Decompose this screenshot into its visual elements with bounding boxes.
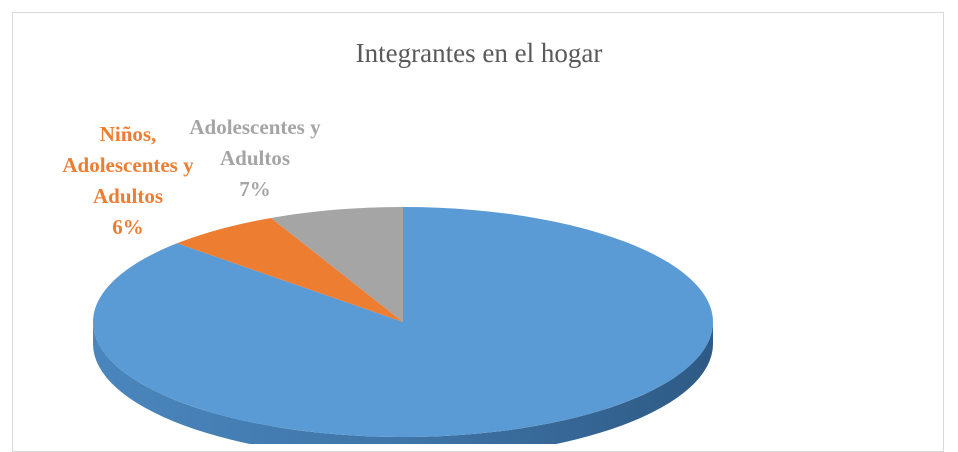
- pie-slice: [271, 207, 403, 322]
- slice-value: 7%: [239, 177, 271, 201]
- slice-value: 6%: [112, 215, 144, 239]
- pie-slice: [92, 207, 713, 437]
- chart-title: Integrantes en el hogar: [355, 38, 603, 68]
- slice-label: Niños, Adolescentes y Adultos 6%: [53, 119, 203, 243]
- slice-label: Adolescentes y Adultos 7%: [180, 112, 330, 205]
- pie-slice: [177, 217, 403, 322]
- slice-category: Adolescentes y Adultos: [189, 115, 321, 170]
- slice-category: Niños, Adolescentes y Adultos: [62, 122, 194, 208]
